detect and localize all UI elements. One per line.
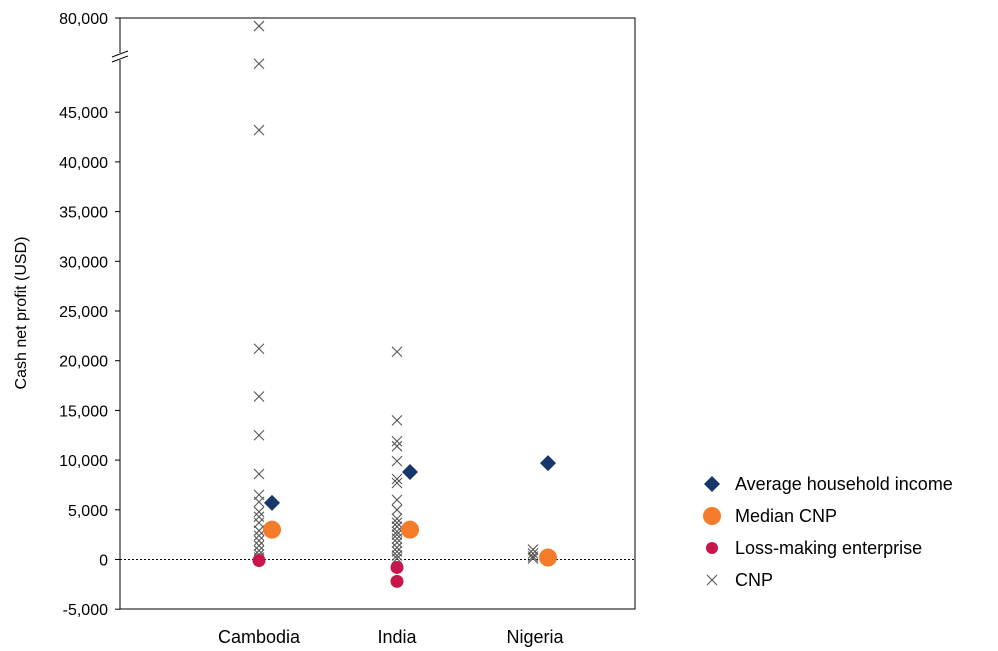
- y-tick-label: 0: [99, 553, 108, 570]
- cnp-point: [253, 343, 265, 355]
- legend-label: Loss-making enterprise: [735, 538, 922, 558]
- y-axis-ticks: [115, 17, 120, 610]
- legend-item: Loss-making enterprise: [706, 538, 922, 558]
- cnp-point: [253, 468, 265, 480]
- median-cnp-point: [263, 520, 281, 539]
- legend-swatch: [703, 507, 721, 525]
- legend-label: Average household income: [735, 474, 953, 494]
- cnp-point: [391, 504, 403, 516]
- cnp-point: [391, 521, 403, 533]
- cnp-point: [391, 414, 403, 426]
- axis-break-stroke: [111, 50, 129, 58]
- axis-break-gap: [112, 53, 128, 60]
- cnp-point: [253, 58, 265, 70]
- cnp-point: [253, 391, 265, 402]
- x-axis-category-labels: Cambodia India Nigeria: [218, 627, 565, 647]
- loss-making-enterprise-point: [252, 553, 266, 567]
- average-household-income-point: [264, 494, 280, 511]
- cnp-point: [391, 477, 403, 489]
- cnp-point: [391, 553, 403, 564]
- cnp-point: [391, 529, 403, 541]
- cnp-point: [253, 530, 265, 542]
- average-household-income-point: [402, 464, 418, 481]
- median-cnp-point: [401, 520, 419, 539]
- cnp-point: [253, 20, 265, 32]
- y-axis-tick-labels: -5,000 0 5,000 10,000 15,000 20,000 25,000 30,0…: [59, 11, 108, 619]
- loss-making-enterprise-point: [390, 574, 404, 588]
- y-axis-title: Cash net profit (USD): [13, 237, 30, 390]
- cnp-point: [253, 540, 265, 551]
- y-tick-label: 5,000: [68, 503, 108, 520]
- legend-item: Median CNP: [703, 506, 837, 526]
- cnp-point: [527, 553, 539, 564]
- legend-swatch: [706, 542, 718, 554]
- cnp-point: [527, 548, 539, 559]
- y-tick-label: 80,000: [59, 11, 108, 28]
- cnp-point: [391, 435, 403, 447]
- cnp-point: [391, 533, 403, 545]
- y-tick-label: 20,000: [59, 354, 108, 371]
- y-tick-label: 25,000: [59, 304, 108, 321]
- y-tick-label: -5,000: [63, 602, 108, 619]
- y-tick-label: 10,000: [59, 453, 108, 470]
- y-tick-label: 30,000: [59, 254, 108, 271]
- x-category-label: Cambodia: [218, 627, 301, 647]
- x-category-label: India: [377, 627, 417, 647]
- cnp-point: [391, 473, 403, 485]
- cnp-point: [253, 535, 265, 547]
- legend-label: CNP: [735, 570, 773, 590]
- y-tick-label: 45,000: [59, 105, 108, 122]
- x-category-label: Nigeria: [506, 627, 564, 647]
- data-marks: [252, 20, 557, 588]
- cnp-point: [253, 506, 265, 518]
- cnp-point: [253, 496, 265, 508]
- cnp-point: [391, 494, 403, 506]
- legend: Average household income Median CNP Loss-m…: [703, 474, 953, 590]
- legend-swatch: [704, 476, 720, 492]
- y-tick-label: 35,000: [59, 205, 108, 222]
- legend-item: Average household income: [704, 474, 953, 494]
- legend-swatch: [706, 574, 718, 586]
- cnp-point: [391, 440, 403, 452]
- cnp-point: [253, 429, 265, 441]
- cnp-point: [253, 525, 265, 537]
- cnp-point: [391, 517, 403, 529]
- axis-break-marker: [111, 50, 129, 63]
- y-tick-label: 40,000: [59, 155, 108, 172]
- median-cnp-point: [539, 548, 557, 567]
- cnp-point: [527, 551, 539, 562]
- cnp-point: [253, 517, 265, 529]
- legend-item: CNP: [706, 570, 773, 590]
- cnp-point: [391, 550, 403, 561]
- cnp-point: [391, 455, 403, 467]
- loss-making-enterprise-point: [390, 560, 404, 574]
- axis-break-stroke: [111, 55, 129, 63]
- cnp-point: [253, 124, 265, 136]
- y-tick-label: 15,000: [59, 403, 108, 420]
- cnp-point: [391, 537, 403, 548]
- cnp-point: [391, 513, 403, 525]
- average-household-income-point: [540, 455, 556, 472]
- cnp-point: [391, 542, 403, 553]
- legend-label: Median CNP: [735, 506, 837, 526]
- cnp-point: [391, 346, 403, 358]
- plot-area: [119, 17, 636, 610]
